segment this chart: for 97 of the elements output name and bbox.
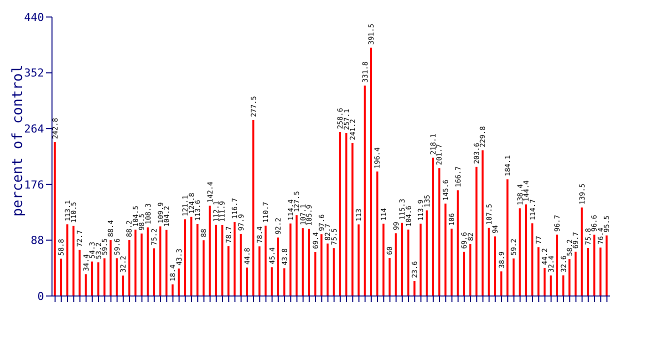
bar xyxy=(556,234,558,296)
bar xyxy=(568,259,570,296)
bar xyxy=(289,223,292,296)
bar xyxy=(332,248,335,296)
bar xyxy=(376,171,378,296)
bar xyxy=(351,143,354,296)
y-tick-label: 264 xyxy=(24,122,44,136)
bar xyxy=(506,179,508,296)
bar xyxy=(302,228,304,296)
bar xyxy=(165,230,168,296)
bar xyxy=(146,227,149,296)
bar xyxy=(178,268,180,296)
bar xyxy=(240,234,242,296)
bar xyxy=(60,258,62,296)
bar xyxy=(221,225,224,296)
bar xyxy=(587,248,590,296)
bar xyxy=(420,224,422,296)
bar xyxy=(54,142,56,296)
bar xyxy=(326,244,329,296)
bar xyxy=(159,226,162,296)
bar xyxy=(172,284,174,296)
bar xyxy=(599,248,602,296)
bar xyxy=(500,271,502,296)
bar xyxy=(388,258,391,296)
bar xyxy=(277,238,280,296)
bar xyxy=(426,210,428,296)
bar xyxy=(110,240,112,296)
bar xyxy=(227,246,230,296)
bar xyxy=(488,228,490,296)
bar xyxy=(246,268,248,296)
bar xyxy=(394,233,397,296)
bar xyxy=(537,247,540,296)
bar xyxy=(432,158,434,296)
bar xyxy=(234,222,236,296)
y-tick-label: 176 xyxy=(24,178,44,192)
bar xyxy=(438,168,440,296)
bar xyxy=(264,226,267,296)
bar xyxy=(78,250,81,296)
bar xyxy=(407,230,410,296)
bar xyxy=(270,267,273,296)
y-axis-title: percent of control xyxy=(10,64,26,216)
bar xyxy=(91,262,94,296)
bar xyxy=(606,235,608,296)
bar xyxy=(463,252,466,296)
bar xyxy=(494,236,496,296)
bar xyxy=(314,252,316,296)
bar xyxy=(456,190,459,296)
y-tick-label: 352 xyxy=(24,66,44,80)
bar xyxy=(296,215,298,296)
bar xyxy=(345,132,348,296)
bar xyxy=(128,240,130,296)
bar xyxy=(140,234,143,296)
bar xyxy=(97,262,100,296)
bar xyxy=(444,204,446,296)
bar xyxy=(208,206,211,296)
bar xyxy=(358,224,360,296)
bar xyxy=(550,275,552,296)
bar xyxy=(562,275,564,296)
bar xyxy=(215,224,218,296)
bar xyxy=(450,228,453,296)
bar xyxy=(382,224,384,296)
bar xyxy=(103,258,106,296)
y-tick-label: 440 xyxy=(24,10,44,24)
bar xyxy=(258,246,260,296)
bar xyxy=(512,258,515,296)
bar xyxy=(593,234,596,296)
bar xyxy=(525,204,528,296)
bar xyxy=(574,252,577,296)
bar xyxy=(122,276,124,296)
bar xyxy=(84,274,87,296)
bar xyxy=(190,216,192,296)
bar xyxy=(66,224,68,296)
bar xyxy=(518,208,521,296)
bar xyxy=(482,150,484,296)
bar xyxy=(531,223,534,296)
bar xyxy=(339,132,342,296)
bar xyxy=(116,258,118,296)
y-tick-label: 88 xyxy=(30,234,44,248)
bar xyxy=(202,240,205,296)
bar xyxy=(184,219,186,296)
bar xyxy=(544,268,546,296)
bar xyxy=(196,224,198,296)
bar xyxy=(401,222,404,296)
bar xyxy=(370,48,372,296)
bar xyxy=(72,226,74,296)
bar xyxy=(308,228,310,296)
bar xyxy=(134,230,136,296)
bar xyxy=(320,234,322,296)
bar xyxy=(580,208,583,296)
y-tick-label: 0 xyxy=(37,290,44,303)
bar xyxy=(475,166,478,296)
bar xyxy=(364,86,366,296)
bar xyxy=(283,268,286,296)
bar xyxy=(153,248,156,296)
bar xyxy=(413,281,416,296)
bar xyxy=(252,120,254,296)
bar xyxy=(469,244,472,296)
